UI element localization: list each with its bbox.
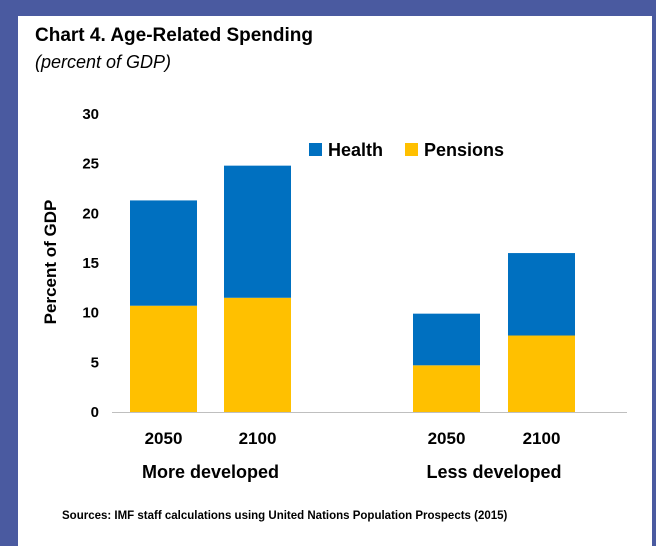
legend-label-health: Health <box>328 140 383 160</box>
bar-pensions-4 <box>508 335 575 412</box>
x-group-label: Less developed <box>426 462 561 482</box>
legend-swatch-health <box>309 143 322 156</box>
x-category-label: 2050 <box>428 429 466 448</box>
y-axis-label: Percent of GDP <box>41 200 60 325</box>
bar-pensions-3 <box>413 365 480 412</box>
legend-label-pensions: Pensions <box>424 140 504 160</box>
y-tick-label: 15 <box>82 255 99 272</box>
bar-pensions-2 <box>224 297 291 412</box>
chart-subtitle: (percent of GDP) <box>35 52 172 72</box>
source-note: Sources: IMF staff calculations using Un… <box>62 510 508 522</box>
y-tick-label: 5 <box>91 354 99 371</box>
bar-pensions-1 <box>130 305 197 412</box>
legend-swatch-pensions <box>405 143 418 156</box>
chart-title: Chart 4. Age-Related Spending <box>35 25 313 46</box>
bar-health-2 <box>224 165 291 298</box>
bar-health-3 <box>413 313 480 366</box>
y-tick-label: 10 <box>82 305 99 322</box>
y-tick-label: 30 <box>82 106 99 123</box>
x-category-label: 2050 <box>145 429 183 448</box>
y-tick-label: 20 <box>82 205 99 222</box>
y-tick-label: 25 <box>82 156 99 173</box>
x-category-label: 2100 <box>523 429 561 448</box>
bar-health-1 <box>130 200 197 306</box>
bar-health-4 <box>508 253 575 336</box>
y-tick-label: 0 <box>91 404 99 421</box>
x-group-label: More developed <box>142 462 279 482</box>
x-category-label: 2100 <box>239 429 277 448</box>
